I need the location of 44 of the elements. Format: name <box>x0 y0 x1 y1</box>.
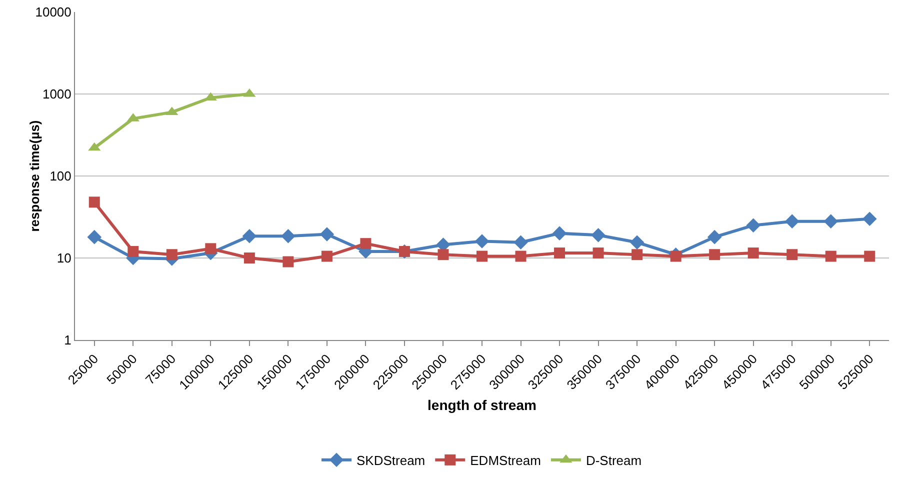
point <box>864 250 876 262</box>
y-tick-label: 1000 <box>42 86 72 102</box>
point <box>862 212 877 226</box>
point <box>321 250 332 262</box>
point <box>592 248 604 259</box>
legend-label: SKDStream <box>356 452 426 468</box>
point <box>514 235 528 250</box>
point <box>746 218 760 233</box>
point <box>244 252 255 264</box>
point <box>515 250 526 262</box>
point <box>320 227 334 242</box>
point <box>87 230 102 244</box>
point <box>825 250 836 262</box>
point <box>282 256 294 268</box>
point <box>242 228 257 244</box>
y-axis-title: response time(µs) <box>27 120 42 232</box>
legend-label: EDMStream <box>470 452 541 468</box>
x-axis-title: length of stream <box>428 396 536 413</box>
point <box>784 214 800 228</box>
point <box>748 248 759 259</box>
point <box>476 250 488 262</box>
point <box>360 238 372 250</box>
point <box>709 249 720 260</box>
point <box>707 230 722 244</box>
y-tick-label: 10000 <box>35 4 72 20</box>
point <box>166 249 178 260</box>
point <box>281 228 296 244</box>
point <box>438 249 449 260</box>
point <box>630 235 644 250</box>
point <box>128 246 139 258</box>
y-tick-label: 1 <box>64 332 72 348</box>
legend-label: D-Stream <box>586 452 642 468</box>
y-tick-label: 10 <box>56 250 72 266</box>
point <box>88 196 100 208</box>
point <box>474 234 490 248</box>
point <box>824 214 838 228</box>
point <box>670 250 682 262</box>
y-tick-label: 100 <box>50 168 72 184</box>
point <box>632 249 643 260</box>
point <box>786 249 798 260</box>
point <box>554 248 566 259</box>
point <box>591 228 606 242</box>
point <box>552 226 567 240</box>
point <box>205 243 216 254</box>
